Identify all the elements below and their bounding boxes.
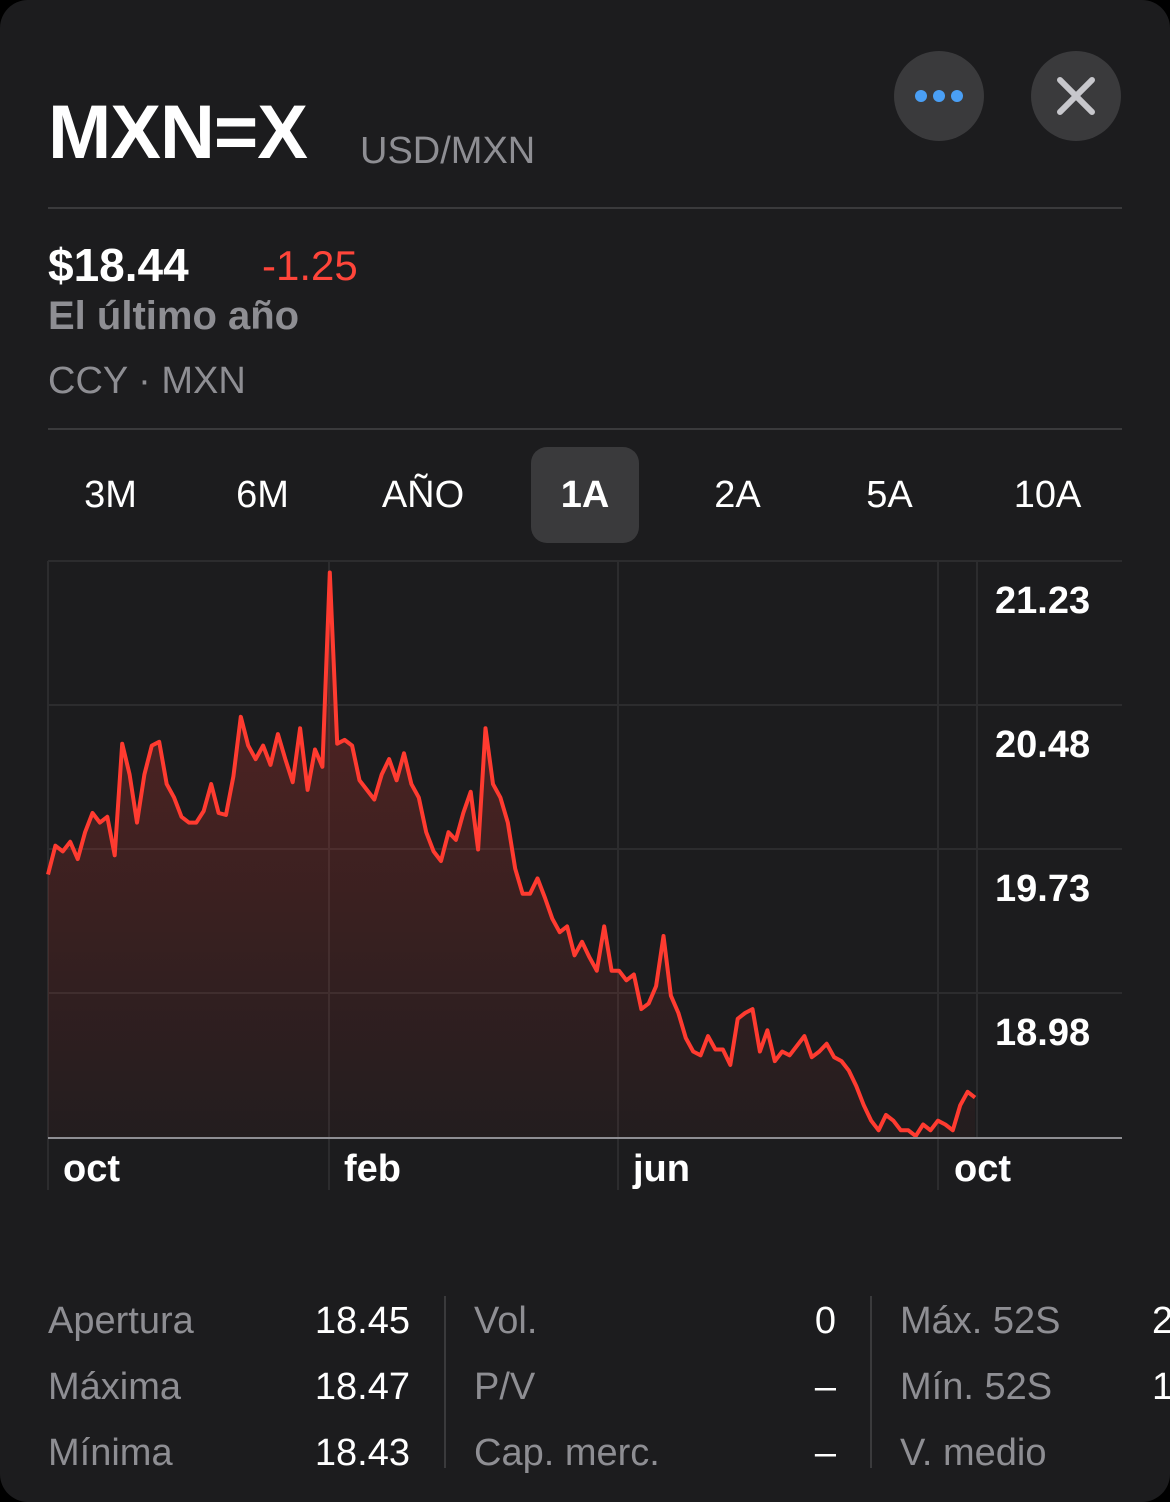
stats-column-divider: [444, 1296, 446, 1468]
stat-52w-low-label: Mín. 52S: [900, 1366, 1053, 1408]
period-label: El último año: [48, 294, 300, 338]
close-x-icon: [1057, 77, 1095, 115]
key-stats: Apertura 18.45 Máxima 18.47 Mínima 18.43…: [0, 1290, 1170, 1490]
stat-high-value: 18.47: [314, 1366, 410, 1408]
range-tab-6m[interactable]: 6M: [236, 473, 289, 516]
ticker-symbol: MXN=X: [48, 90, 308, 175]
stat-open-label: Apertura: [48, 1300, 194, 1342]
stat-low-value: 18.43: [314, 1432, 410, 1474]
y-tick-label: 21.23: [995, 580, 1090, 622]
stat-high-label: Máxima: [48, 1366, 182, 1408]
price-chart[interactable]: 21.23 20.48 19.73 18.98 oct feb jun oct: [0, 560, 1170, 1200]
stat-pe-value: –: [814, 1366, 836, 1408]
current-price: $18.44: [48, 239, 189, 291]
y-tick-label: 19.73: [995, 868, 1090, 910]
range-tab-5y[interactable]: 5A: [866, 473, 913, 516]
stats-column-divider: [870, 1296, 872, 1468]
exchange-label: CCY · MXN: [48, 360, 246, 402]
stat-open-value: 18.45: [314, 1300, 410, 1342]
price-change: -1.25: [262, 242, 358, 289]
more-options-button[interactable]: [894, 51, 984, 141]
stat-52w-low-value: 1: [1152, 1366, 1170, 1408]
header-divider: [48, 207, 1122, 209]
x-tick-label: jun: [632, 1148, 690, 1190]
ellipsis-icon: [915, 90, 963, 102]
stat-mktcap-value: –: [814, 1432, 836, 1474]
stat-low-label: Mínima: [48, 1432, 173, 1474]
range-tab-ytd[interactable]: AÑO: [381, 473, 465, 516]
quote-divider: [48, 428, 1122, 430]
range-tab-3m[interactable]: 3M: [84, 473, 137, 516]
stat-mktcap-label: Cap. merc.: [474, 1432, 660, 1474]
range-selector: 3M 6M AÑO 1A 2A 5A 10A: [0, 447, 1170, 543]
price-series-line: [46, 570, 977, 1139]
stat-volume-label: Vol.: [474, 1300, 538, 1342]
range-tab-2y[interactable]: 2A: [714, 473, 761, 516]
x-tick-label: oct: [63, 1148, 120, 1190]
stat-pe-label: P/V: [474, 1366, 536, 1408]
currency-pair: USD/MXN: [360, 130, 536, 172]
y-tick-label: 20.48: [995, 724, 1090, 766]
stat-volume-value: 0: [814, 1300, 836, 1342]
stat-avg-volume-label: V. medio: [900, 1432, 1047, 1474]
close-button[interactable]: [1031, 51, 1121, 141]
x-tick-label: oct: [954, 1148, 1011, 1190]
stat-52w-high-label: Máx. 52S: [900, 1300, 1061, 1342]
y-tick-label: 18.98: [995, 1012, 1090, 1054]
range-tab-1y[interactable]: 1A: [531, 447, 639, 543]
x-tick-label: feb: [344, 1148, 401, 1190]
range-tab-10y[interactable]: 10A: [1013, 473, 1082, 516]
stat-52w-high-value: 2: [1152, 1300, 1170, 1342]
